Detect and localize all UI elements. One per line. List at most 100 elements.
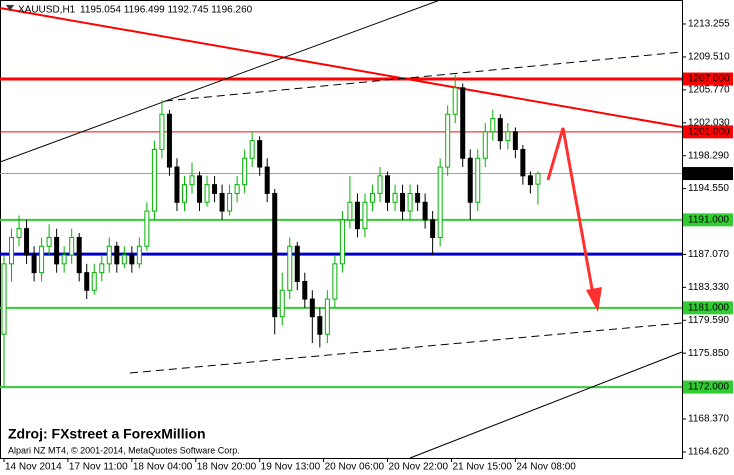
candle-body	[467, 157, 473, 203]
source-note: Zdroj: FXstreet a ForexMillion	[8, 426, 206, 442]
candle-body	[174, 166, 180, 203]
level-label: 1181.000	[688, 302, 729, 313]
candle-body	[287, 245, 293, 291]
candle-body	[475, 157, 481, 203]
y-tick-label: 1179.590	[688, 315, 729, 326]
candle-body	[249, 140, 255, 159]
candle-body	[159, 113, 165, 150]
candle-body	[204, 184, 210, 203]
candle-body	[294, 245, 300, 282]
level-label: 1191.000	[688, 214, 729, 225]
candle-body	[512, 131, 518, 150]
candle-body	[219, 192, 225, 212]
candle-body	[452, 87, 458, 115]
candle-body	[369, 192, 375, 203]
candle-body	[535, 173, 541, 185]
candle-body	[347, 201, 353, 221]
x-tick-label: 18 Nov 20:00	[197, 462, 257, 473]
candle-body	[520, 148, 526, 177]
candle-body	[460, 87, 466, 159]
candle-body	[197, 175, 203, 203]
forecast-arrow	[546, 127, 596, 301]
candle-body	[151, 148, 157, 212]
level-label: 1196.260	[688, 168, 729, 179]
candle-body	[392, 192, 398, 203]
candle-body	[129, 254, 135, 265]
level-label-box	[683, 125, 733, 139]
y-tick-label: 1168.370	[688, 414, 729, 425]
candle-body	[505, 131, 511, 142]
candle-body	[31, 254, 37, 274]
candle-body	[272, 192, 278, 318]
channel-line	[409, 351, 683, 459]
candle-body	[527, 175, 533, 186]
candle-body	[227, 192, 233, 212]
level-label-box	[683, 213, 733, 227]
candle-body	[385, 175, 391, 203]
candle-body	[279, 289, 285, 318]
y-tick-label: 1187.070	[688, 249, 729, 260]
x-tick-label: 18 Nov 04:00	[133, 462, 193, 473]
x-tick-label: 14 Nov 2014	[5, 462, 62, 473]
candle-body	[445, 113, 451, 168]
candle-body	[91, 272, 97, 291]
candle-body	[144, 210, 150, 247]
candle-body	[24, 228, 30, 256]
candle-body	[234, 184, 240, 194]
trend-lines	[0, 0, 683, 459]
candle-body	[497, 118, 503, 142]
candle-body	[415, 192, 421, 203]
candle-body	[324, 298, 330, 335]
level-label-box	[683, 167, 733, 181]
x-tick-label: 19 Nov 13:00	[261, 462, 321, 473]
axes: 1213.255 1209.510 1205.770 1202.030 1198.290…	[3, 19, 733, 473]
y-tick-label: 1183.330	[688, 282, 729, 293]
candle-body	[136, 245, 142, 265]
candle-body	[332, 263, 338, 300]
candle-body	[84, 272, 90, 291]
candle-body	[354, 201, 360, 230]
candle-body	[212, 184, 218, 194]
candle-body	[264, 166, 270, 194]
symbol: XAUUSD,H1	[18, 5, 76, 16]
level-label: 1172.000	[688, 382, 729, 393]
candle-body	[166, 113, 172, 168]
x-tick-label: 20 Nov 06:00	[325, 462, 385, 473]
copyright: Alpari NZ MT4, © 2001-2014, MetaQuotes S…	[8, 445, 240, 455]
candle-body	[46, 236, 52, 247]
candle-body	[400, 192, 406, 212]
candle-body	[377, 175, 383, 194]
x-tick-label: 21 Nov 15:00	[452, 462, 512, 473]
ohlc-info: 1195.054 1196.499 1192.745 1196.260	[80, 5, 253, 16]
candle-body	[309, 298, 315, 318]
arrow-head	[586, 287, 602, 312]
x-tick-label: 20 Nov 22:00	[389, 462, 449, 473]
y-tick-label: 1205.770	[688, 84, 730, 95]
channel-line	[0, 0, 441, 163]
candle-body	[407, 192, 413, 212]
candle-body	[257, 140, 263, 168]
y-tick-label: 1209.510	[688, 52, 730, 63]
candle-body	[106, 245, 112, 265]
y-tick-label: 1175.850	[688, 348, 729, 359]
candles	[1, 74, 541, 388]
candle-body	[16, 228, 22, 238]
level-label: 1207.000	[688, 74, 730, 85]
candle-body	[114, 245, 120, 265]
candle-body	[302, 280, 308, 300]
candle-body	[362, 201, 368, 230]
candle-body	[422, 201, 428, 221]
level-label-box	[683, 380, 733, 394]
level-label: 1201.000	[688, 126, 730, 137]
candle-body	[482, 131, 488, 159]
candle-body	[437, 166, 443, 238]
candle-body	[9, 236, 15, 265]
y-tick-label: 1164.620	[688, 447, 729, 458]
candle-body	[189, 175, 195, 186]
y-tick-label: 1194.550	[688, 183, 729, 194]
y-tick-label: 1213.255	[688, 19, 730, 30]
red-trend-line	[0, 7, 683, 128]
level-label-box	[683, 301, 733, 315]
candle-body	[490, 118, 496, 133]
